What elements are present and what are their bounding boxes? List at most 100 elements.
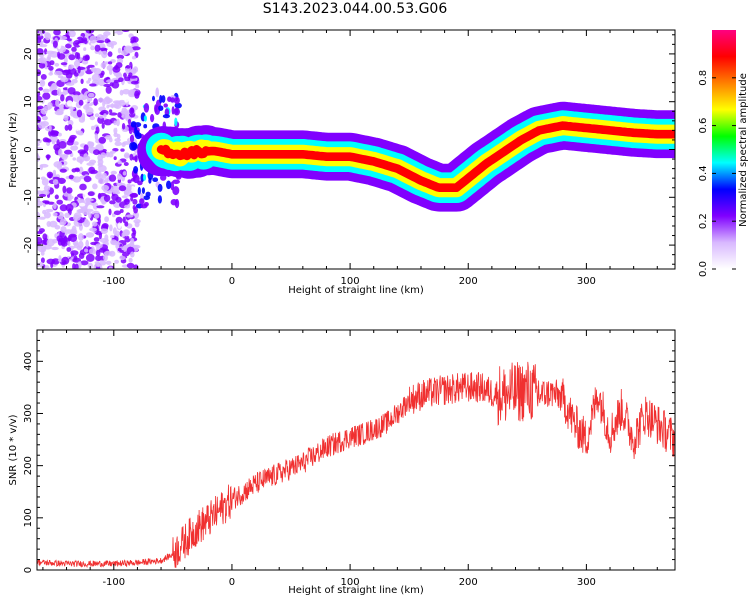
noise-blob [82,96,87,101]
y-tick-label: 100 [23,508,34,527]
ridge-peak [220,150,225,155]
noise-blob [53,30,61,36]
noise-blob [37,111,40,117]
transition-blob [171,106,175,115]
noise-blob [42,88,50,94]
noise-blob [105,151,110,158]
noise-blob [59,168,67,173]
noise-blob [79,183,87,191]
transition-blob [143,115,147,122]
transition-blob [129,141,138,151]
noise-blob [123,245,127,253]
noise-blob [127,118,132,125]
transition-blob [141,187,145,195]
noise-blob [73,72,79,77]
x-tick-label: 300 [577,577,596,588]
noise-blob [68,54,76,61]
colorbar-tick-label: 0.2 [698,213,709,229]
noise-blob [58,148,63,157]
noise-blob [110,235,115,239]
noise-blob [123,162,129,166]
noise-blob [57,53,66,60]
ridge-peak [484,161,490,165]
noise-blob [68,106,75,110]
noise-blob [81,37,88,42]
noise-blob [91,73,101,82]
ridge-peak [437,186,443,190]
noise-blob [42,209,47,215]
noise-blob [130,184,136,188]
transition-blob [145,191,151,197]
noise-blob [94,113,100,118]
transition-blob [152,95,155,102]
noise-blob [42,200,50,204]
noise-blob [94,132,99,141]
noise-blob [97,178,106,185]
noise-blob [125,214,134,218]
noise-blob [99,47,108,51]
noise-blob [92,183,98,190]
ridge-peak [258,152,263,156]
noise-blob [89,115,96,121]
noise-blob [95,255,102,262]
noise-blob [110,239,117,245]
noise-blob [80,260,89,266]
noise-blob [105,98,113,103]
y-tick-label: 20 [23,48,34,61]
ridge-peak [622,130,627,134]
noise-blob [46,238,55,247]
noise-blob [41,178,49,186]
noise-blob [58,132,62,137]
ridge-peak [560,124,565,128]
transition-blob [143,103,150,113]
noise-blob [64,229,73,234]
ridge-peak [574,125,580,129]
noise-blob [109,224,113,232]
noise-blob [122,141,131,145]
noise-blob [128,257,133,263]
transition-blob [134,126,138,136]
ridge-peak [541,127,547,131]
figure-title: S143.2023.044.00.53.G06 [262,1,448,17]
noise-blob [62,250,68,255]
noise-blob [65,71,73,79]
noise-blob [50,130,59,137]
noise-blob [72,214,81,221]
noise-blob [77,149,87,154]
noise-blob [40,74,47,80]
noise-blob [65,82,75,86]
ridge-peak [480,165,485,169]
transition-blob [159,94,163,104]
noise-blob [57,41,62,50]
noise-blob [101,184,110,191]
noise-blob [77,209,83,213]
x-tick-label: -100 [102,577,125,588]
colorbar-label: Normalized spectral amplitude [738,73,749,227]
noise-blob [72,176,82,183]
colorbar-tick-label: 0.4 [698,165,709,181]
noise-blob [125,46,134,54]
ridge-peak [612,129,617,133]
noise-blob [104,234,109,242]
ridge-peak [551,125,556,130]
ridge-peak [447,186,452,190]
noise-blob [85,253,95,262]
noise-blob [131,227,136,232]
noise-blob [108,174,117,182]
noise-blob [42,92,51,100]
noise-blob [66,140,74,146]
noise-blob [124,198,130,205]
noise-blob [115,72,123,79]
ridge-peak [593,127,598,131]
noise-blob [59,218,67,226]
noise-blob [113,120,117,126]
noise-blob [121,195,128,199]
transition-blob [157,195,162,204]
noise-blob [39,261,44,268]
noise-blob [85,197,91,203]
noise-blob [67,38,72,42]
ridge-peak [433,184,438,188]
ridge-peak [565,124,570,128]
noise-blob [94,61,98,66]
noise-blob [124,98,129,103]
